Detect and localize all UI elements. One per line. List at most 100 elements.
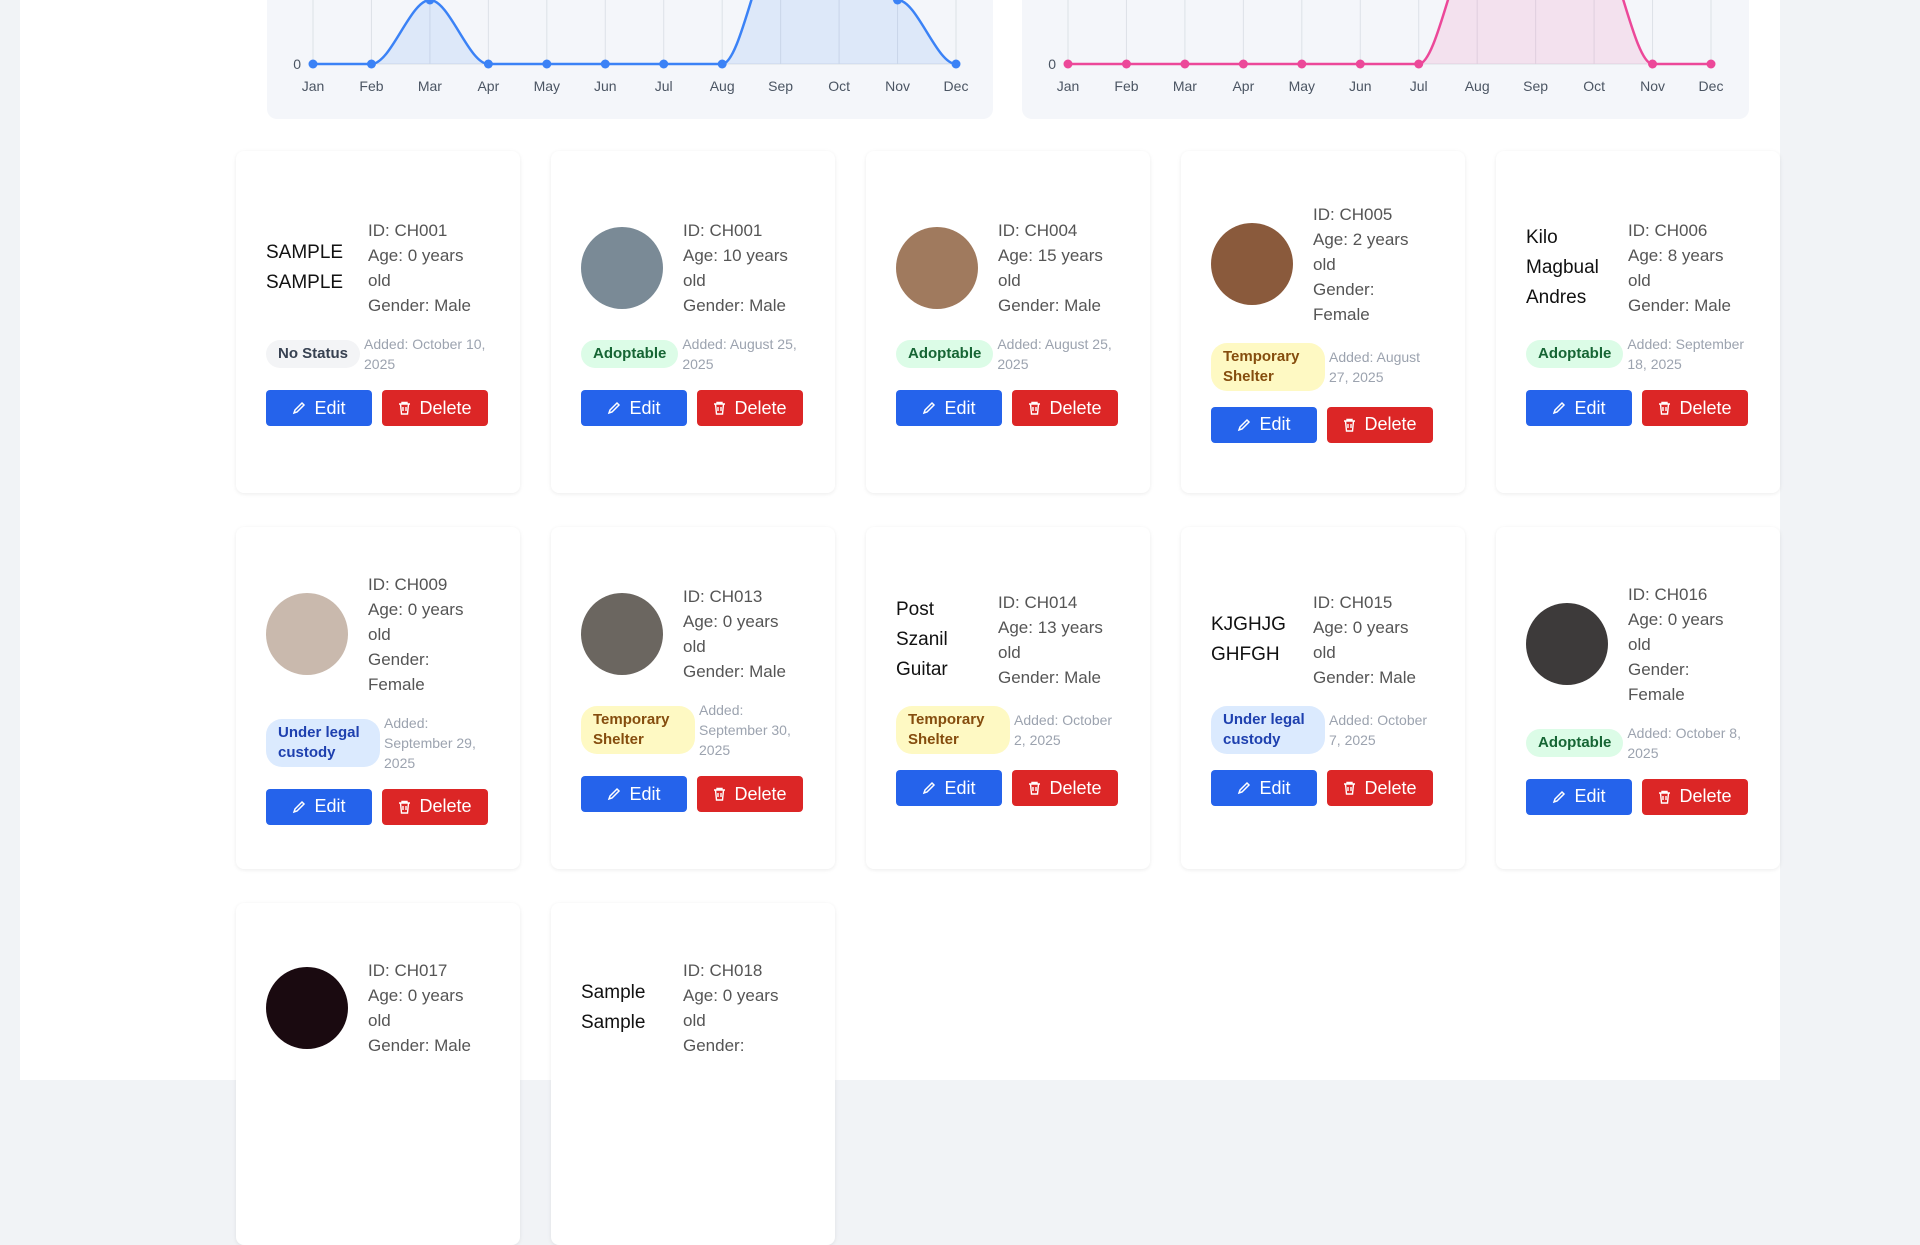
child-gender: Gender: Male — [998, 296, 1101, 315]
delete-label: Delete — [1364, 777, 1417, 798]
status-badge: Adoptable — [581, 340, 679, 368]
y-tick-label: 0 — [1048, 56, 1056, 72]
point — [1238, 59, 1248, 69]
child-age: Age: 0 years old — [1628, 609, 1724, 654]
delete-button[interactable]: Delete — [1642, 778, 1748, 815]
delete-button[interactable]: Delete — [382, 390, 488, 426]
point — [483, 59, 493, 69]
edit-button[interactable]: Edit — [1526, 778, 1632, 815]
edit-button[interactable]: Edit — [266, 390, 372, 426]
child-gender: Gender: — [683, 1036, 745, 1055]
x-tick-label: Dec — [944, 78, 969, 94]
child-id: ID: CH014 — [998, 593, 1078, 612]
actions: Edit Delete — [266, 788, 490, 825]
child-age: Age: 2 years old — [1313, 229, 1409, 274]
delete-label: Delete — [419, 796, 472, 816]
added-date: Added: August 27, 2025 — [1329, 348, 1421, 385]
card-header: ID: CH013 Age: 0 years old Gender: Male — [581, 584, 805, 684]
edit-label: Edit — [944, 777, 976, 798]
delete-label: Delete — [1364, 414, 1417, 434]
point — [1648, 59, 1658, 69]
child-info: ID: CH017 Age: 0 years old Gender: Male — [368, 958, 478, 1058]
child-gender: Gender: Male — [683, 662, 786, 681]
edit-button[interactable]: Edit — [1211, 406, 1317, 443]
edit-button[interactable]: Edit — [266, 788, 372, 825]
broken-image: SAMPLE SAMPLE — [266, 242, 344, 293]
x-tick-label: Sep — [768, 78, 793, 94]
status-badge: Under legal custody — [266, 718, 380, 767]
edit-label: Edit — [1574, 786, 1606, 806]
x-tick-label: Aug — [710, 78, 735, 94]
line — [312, 0, 957, 66]
point — [600, 59, 610, 69]
delete-button[interactable]: Delete — [697, 390, 803, 426]
edit-button[interactable]: Edit — [896, 770, 1002, 806]
photo — [581, 227, 663, 309]
edit-button[interactable]: Edit — [581, 776, 687, 812]
point — [1121, 59, 1131, 69]
card-header: Post Szanil Guitar ID: CH014 Age: 13 years… — [896, 590, 1120, 690]
edit-button[interactable]: Edit — [581, 390, 687, 426]
point — [366, 59, 376, 69]
child-age: Age: 10 years old — [683, 246, 788, 290]
point — [717, 59, 727, 69]
child-card: ID: CH009 Age: 0 years old Gender: Female U… — [236, 527, 520, 869]
delete-button[interactable]: Delete — [1012, 390, 1118, 426]
photo — [581, 593, 663, 675]
child-card: KJGHJG GHFGH ID: CH015 Age: 0 years old Gen… — [1181, 527, 1465, 869]
point — [893, 0, 903, 5]
added-date: Added: October 2, 2025 — [1014, 712, 1113, 748]
x-tick-label: Feb — [1114, 78, 1138, 94]
edit-label: Edit — [314, 796, 346, 816]
delete-button[interactable]: Delete — [1642, 390, 1748, 426]
actions: Edit Delete — [1526, 778, 1750, 815]
delete-button[interactable]: Delete — [1327, 770, 1433, 806]
delete-label: Delete — [734, 783, 787, 804]
child-info: ID: CH001 Age: 0 years old Gender: Male — [368, 218, 478, 318]
delete-button[interactable]: Delete — [697, 776, 803, 812]
delete-button[interactable]: Delete — [1012, 770, 1118, 806]
y-tick-label: 0 — [293, 56, 301, 72]
added-date: Added: October 10, 2025 — [364, 336, 486, 372]
child-id: ID: CH015 — [1313, 593, 1393, 612]
child-card: ID: CH013 Age: 0 years old Gender: Male Tem… — [551, 527, 835, 869]
child-age: Age: 13 years old — [998, 618, 1103, 662]
edit-button[interactable]: Edit — [1526, 390, 1632, 426]
child-gender: Gender: Male — [1628, 296, 1731, 315]
photo — [266, 593, 348, 675]
edit-label: Edit — [1574, 397, 1606, 418]
delete-label: Delete — [1049, 397, 1102, 418]
card-header: ID: CH005 Age: 2 years old Gender: Female — [1211, 202, 1435, 327]
actions: Edit Delete — [581, 390, 805, 426]
edit-button[interactable]: Edit — [896, 390, 1002, 426]
delete-button[interactable]: Delete — [382, 788, 488, 825]
status-badge: Temporary Shelter — [896, 706, 1010, 754]
child-age: Age: 0 years old — [683, 986, 779, 1030]
delete-label: Delete — [1679, 786, 1732, 806]
x-tick-label: Oct — [1583, 78, 1605, 94]
broken-image: Sample Sample — [581, 982, 646, 1033]
child-info: ID: CH015 Age: 0 years old Gender: Male — [1313, 590, 1423, 690]
x-tick-label: Aug — [1465, 78, 1490, 94]
x-tick-label: Oct — [828, 78, 850, 94]
delete-button[interactable]: Delete — [1327, 406, 1433, 443]
card-header: ID: CH017 Age: 0 years old Gender: Male — [266, 958, 490, 1058]
child-age: Age: 0 years old — [683, 612, 779, 656]
child-age: Age: 0 years old — [1313, 618, 1409, 662]
child-id: ID: CH017 — [368, 961, 448, 980]
child-gender: Gender: Male — [1313, 668, 1416, 687]
status-row: Temporary Shelter Added: September 30, 20… — [581, 700, 805, 760]
edit-button[interactable]: Edit — [1211, 770, 1317, 806]
x-tick-label: Feb — [359, 78, 383, 94]
delete-label: Delete — [419, 397, 472, 418]
point — [425, 0, 435, 5]
point — [1706, 59, 1716, 69]
child-id: ID: CH004 — [998, 221, 1078, 240]
area — [313, 0, 956, 64]
child-gender: Gender: Female — [1313, 279, 1375, 324]
child-card: ID: CH001 Age: 10 years old Gender: Male Ad… — [551, 151, 835, 493]
child-info: ID: CH006 Age: 8 years old Gender: Male — [1628, 218, 1738, 318]
child-id: ID: CH006 — [1628, 221, 1708, 240]
